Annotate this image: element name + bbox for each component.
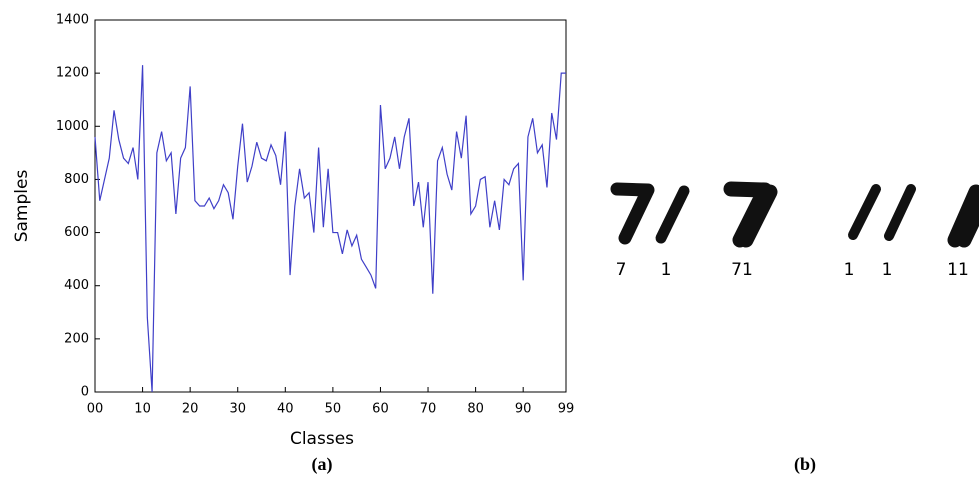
y-axis-title: Samples [12,170,32,243]
x-axis-title: Classes [290,429,354,449]
x-tick-label: 30 [229,402,246,417]
digit-label: 1 [844,260,855,280]
y-tick-label: 1400 [56,13,89,28]
x-tick-label: 80 [467,402,484,417]
x-tick-label: 99 [558,402,575,417]
digit-image [884,184,916,241]
y-tick-label: 800 [64,172,89,187]
x-tick-label: 20 [182,402,199,417]
x-tick-label: 70 [420,402,437,417]
y-tick-label: 1200 [56,66,89,81]
digit-label: 7 [616,260,627,280]
digit-image [655,185,690,244]
x-tick-label: 10 [134,402,151,417]
x-tick-label: 90 [515,402,532,417]
x-tick-label: 50 [325,402,342,417]
y-tick-label: 400 [64,278,89,293]
panel-label: (a) [312,454,333,475]
data-line [94,65,566,393]
digit-label: 1 [882,260,893,280]
digit-images [610,181,979,248]
digit-label: 11 [947,260,969,280]
y-tick-label: 600 [64,225,89,240]
digit-label: 1 [661,260,672,280]
panel-label: (b) [794,454,816,475]
y-tick-label: 1000 [56,119,89,134]
digit-image [723,181,778,248]
y-tick-label: 200 [64,331,89,346]
digit-label: 71 [731,260,753,280]
x-tick-label: 60 [372,402,389,417]
y-tick-label: 0 [81,385,89,400]
digit-image [848,184,881,240]
x-tick-label: 40 [277,402,294,417]
digit-image [947,184,979,248]
digit-image [610,182,655,245]
x-tick-label: 00 [87,402,104,417]
